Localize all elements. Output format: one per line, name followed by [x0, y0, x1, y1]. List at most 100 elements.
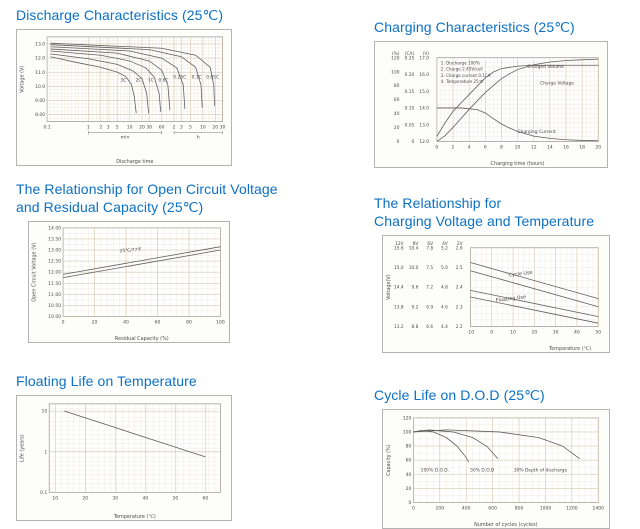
chart-title-floating-life: Floating Life on Temperature	[16, 373, 197, 389]
svg-text:40: 40	[574, 330, 580, 336]
svg-text:15.0: 15.0	[419, 89, 429, 95]
svg-text:h: h	[197, 135, 200, 141]
svg-text:min: min	[121, 135, 130, 141]
svg-text:2.2: 2.2	[456, 324, 463, 330]
svg-text:120: 120	[391, 56, 400, 62]
svg-text:0: 0	[409, 500, 412, 506]
svg-text:2. Charge 2.45V/cell: 2. Charge 2.45V/cell	[441, 67, 483, 72]
svg-text:13.2: 13.2	[394, 324, 404, 330]
panel-discharge-characteristics: Discharge Characteristics (25℃) 0.1 1 2 3 5 1…	[16, 6, 246, 167]
svg-text:60: 60	[159, 125, 165, 131]
svg-text:0: 0	[397, 139, 400, 145]
svg-text:5.2: 5.2	[441, 246, 448, 252]
svg-text:2C: 2C	[136, 78, 142, 84]
svg-text:3. Charge current 0.1CA: 3. Charge current 0.1CA	[441, 73, 491, 78]
svg-text:Cycle Use: Cycle Use	[508, 270, 533, 279]
svg-text:50: 50	[595, 330, 601, 336]
svg-text:Residual Capacity (%): Residual Capacity (%)	[115, 336, 169, 342]
svg-text:Temperature (℃): Temperature (℃)	[548, 346, 591, 352]
svg-text:Voltage (V): Voltage (V)	[19, 66, 25, 93]
svg-text:4.6: 4.6	[441, 305, 448, 311]
svg-text:2: 2	[452, 144, 455, 150]
svg-text:9.6: 9.6	[411, 285, 418, 291]
svg-text:14.00: 14.00	[48, 226, 61, 232]
svg-text:2V: 2V	[457, 241, 463, 247]
svg-text:0: 0	[62, 320, 65, 326]
svg-text:0.25: 0.25	[405, 56, 415, 62]
svg-text:800: 800	[515, 506, 524, 512]
svg-text:0.10: 0.10	[405, 106, 415, 112]
svg-text:10.50: 10.50	[48, 303, 61, 309]
svg-text:Floating Use: Floating Use	[496, 295, 527, 305]
svg-text:16.0: 16.0	[419, 72, 429, 78]
svg-text:50: 50	[173, 496, 179, 502]
svg-text:10: 10	[41, 409, 47, 415]
svg-text:10: 10	[127, 125, 133, 131]
svg-text:3C: 3C	[120, 78, 126, 84]
chart-title-discharge: Discharge Characteristics (25℃)	[16, 7, 224, 23]
svg-text:0.1: 0.1	[44, 125, 51, 131]
svg-text:30: 30	[146, 125, 152, 131]
svg-text:40: 40	[406, 472, 412, 478]
svg-text:0.25C: 0.25C	[173, 75, 186, 81]
svg-text:60: 60	[406, 458, 412, 464]
svg-text:20: 20	[212, 125, 218, 131]
svg-text:80: 80	[186, 320, 192, 326]
svg-text:8V: 8V	[413, 241, 419, 247]
svg-text:60: 60	[155, 320, 161, 326]
svg-text:11.0: 11.0	[35, 70, 45, 76]
svg-text:4: 4	[468, 144, 471, 150]
svg-text:6V: 6V	[427, 241, 433, 247]
svg-text:13.8: 13.8	[394, 305, 404, 311]
svg-text:Voltage(V): Voltage(V)	[386, 275, 392, 301]
svg-text:20: 20	[531, 330, 537, 336]
chart-title-open-circuit-voltage: The Relationship for Open Circuit Voltag…	[16, 181, 278, 216]
svg-text:20: 20	[82, 496, 88, 502]
svg-text:0: 0	[435, 144, 438, 150]
svg-text:Number of cycles (cycles): Number of cycles (cycles)	[474, 522, 538, 528]
svg-text:Capacity (%): Capacity (%)	[386, 445, 392, 477]
svg-text:13.00: 13.00	[48, 248, 61, 254]
svg-text:0.15: 0.15	[405, 89, 415, 95]
svg-text:13.0: 13.0	[35, 42, 45, 48]
svg-text:80: 80	[394, 83, 400, 89]
svg-text:600: 600	[488, 506, 497, 512]
svg-text:8.8: 8.8	[411, 324, 418, 330]
svg-text:0.20: 0.20	[405, 72, 415, 78]
svg-text:7.2: 7.2	[426, 285, 433, 291]
svg-text:40: 40	[394, 111, 400, 117]
svg-text:5: 5	[189, 125, 192, 131]
svg-text:8.00: 8.00	[35, 112, 45, 118]
svg-text:12.0: 12.0	[419, 139, 429, 145]
svg-text:20: 20	[139, 125, 145, 131]
svg-text:14.4: 14.4	[394, 285, 404, 291]
svg-text:0.6C: 0.6C	[158, 78, 168, 84]
chart-title-charging: Charging Characteristics (25℃)	[374, 19, 575, 35]
svg-text:40: 40	[123, 320, 129, 326]
svg-text:7.5: 7.5	[426, 265, 433, 271]
chart-title-charging-voltage-temperature: The Relationship for Charging Voltage an…	[374, 195, 595, 230]
svg-text:1: 1	[87, 125, 90, 131]
svg-text:15.6: 15.6	[394, 246, 404, 252]
svg-text:30: 30	[553, 330, 559, 336]
svg-text:10: 10	[52, 496, 58, 502]
svg-text:20: 20	[406, 486, 412, 492]
svg-text:11.00: 11.00	[48, 292, 61, 298]
svg-text:17.0: 17.0	[419, 56, 429, 62]
svg-text:1400: 1400	[593, 506, 605, 512]
svg-text:50% D.O.D: 50% D.O.D	[470, 468, 495, 474]
svg-text:5.0: 5.0	[441, 265, 448, 271]
svg-text:8: 8	[500, 144, 503, 150]
svg-text:4V: 4V	[442, 241, 448, 247]
svg-text:2.5: 2.5	[456, 265, 463, 271]
svg-text:12V: 12V	[395, 241, 403, 247]
floating-life-chart: 10 20 30 40 50 60 10 1 0.1 Temperature (℃) Life (y…	[16, 395, 232, 522]
svg-text:4. Temperature 25℃: 4. Temperature 25℃	[441, 79, 484, 84]
svg-text:Discharge time: Discharge time	[116, 159, 153, 165]
svg-text:10: 10	[510, 330, 516, 336]
svg-text:80: 80	[406, 444, 412, 450]
svg-text:10.00: 10.00	[48, 314, 61, 320]
svg-text:1: 1	[44, 450, 47, 456]
svg-text:30% Depth of discharge: 30% Depth of discharge	[514, 468, 568, 474]
svg-text:4.8: 4.8	[441, 285, 448, 291]
